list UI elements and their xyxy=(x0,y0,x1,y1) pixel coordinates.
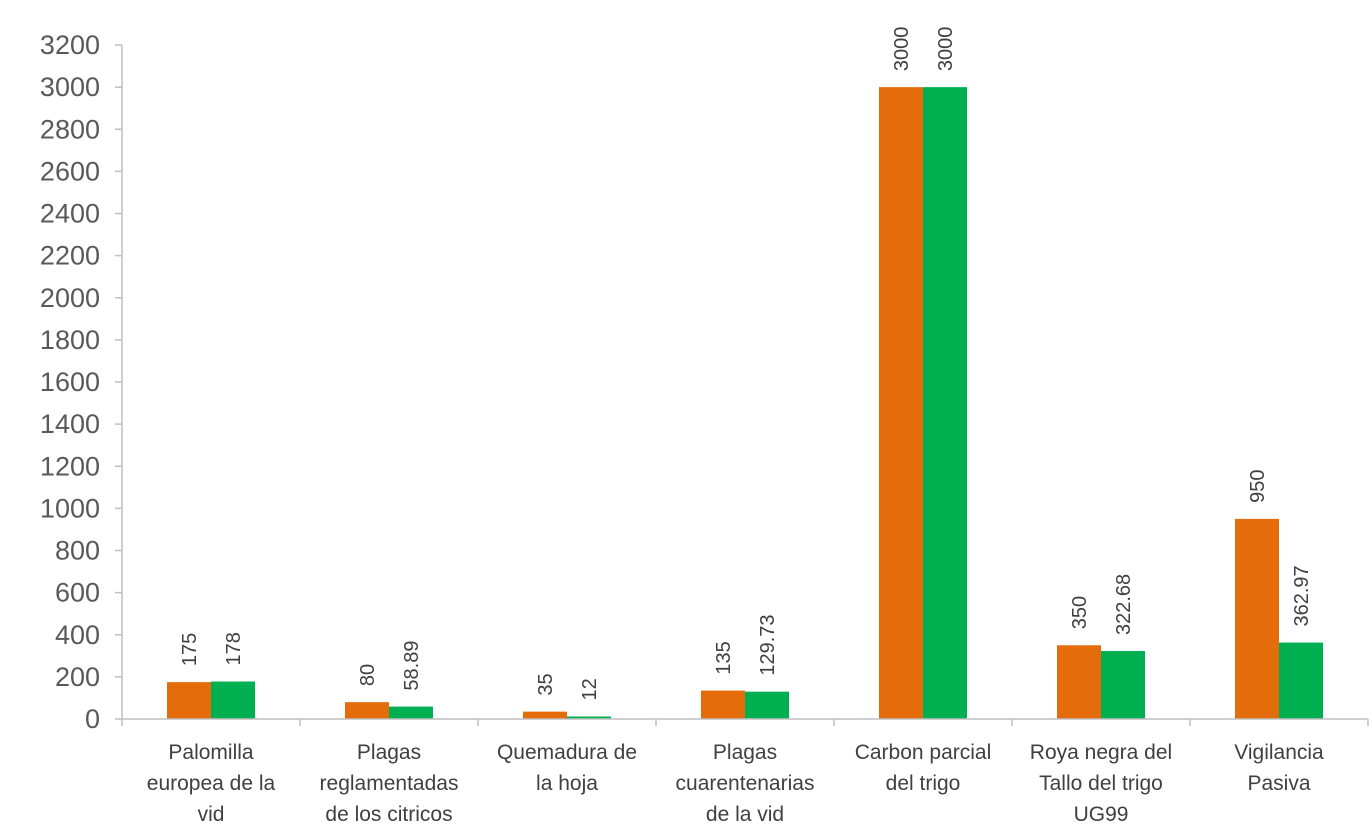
bar-series-1 xyxy=(1057,645,1101,719)
x-axis: Palomilla europea de la vid Plagas reglament… xyxy=(121,718,1369,826)
y-tick-label: 800 xyxy=(55,536,100,566)
x-category-label: Carbon parcial del trigo xyxy=(855,741,992,795)
data-label: 135 xyxy=(713,641,735,674)
y-tick-label: 400 xyxy=(55,620,100,650)
bar-series-2 xyxy=(1101,651,1145,719)
bar-series-2 xyxy=(923,87,967,719)
y-tick-label: 1800 xyxy=(40,325,100,355)
data-label: 178 xyxy=(223,632,245,665)
x-category-label: Palomilla europea de la vid xyxy=(147,741,276,826)
y-tick-label: 1600 xyxy=(40,367,100,397)
bar-series-2 xyxy=(1279,642,1323,719)
y-tick-label: 1200 xyxy=(40,451,100,481)
data-label: 35 xyxy=(535,673,557,695)
bar-series-2 xyxy=(745,691,789,719)
y-tick-label: 600 xyxy=(55,578,100,608)
data-label: 3000 xyxy=(891,27,913,72)
data-label: 58.89 xyxy=(401,641,423,691)
data-label: 80 xyxy=(357,664,379,686)
data-labels: 175 80 35 135 3000 350 950 178 58.89 12 129.73 3000… xyxy=(179,27,1313,701)
bar-series-1 xyxy=(523,711,567,719)
y-tick-label: 1000 xyxy=(40,493,100,523)
data-label: 950 xyxy=(1247,470,1269,503)
y-tick-label: 200 xyxy=(55,662,100,692)
y-tick-label: 2000 xyxy=(40,283,100,313)
bar-series-1 xyxy=(345,702,389,719)
y-tick-label: 0 xyxy=(85,704,100,734)
y-tick-label: 3200 xyxy=(40,30,100,60)
x-category-label: Vigilancia Pasiva xyxy=(1234,741,1324,795)
bar-series-1 xyxy=(879,87,923,719)
data-label: 129.73 xyxy=(757,615,779,676)
y-tick-label: 3000 xyxy=(40,72,100,102)
x-category-label: Plagas reglamentadas de los citricos xyxy=(320,741,459,826)
y-tick-label: 1400 xyxy=(40,409,100,439)
bar-series-1 xyxy=(167,682,211,719)
y-tick-label: 2800 xyxy=(40,114,100,144)
x-category-label: Plagas cuarentenarias de la vid xyxy=(676,741,815,826)
y-axis: 0 200 400 600 800 1000 1200 1400 1600 1800 2000 220… xyxy=(40,30,123,734)
x-category-label: Roya negra del Tallo del trigo UG99 xyxy=(1030,741,1172,826)
data-label: 12 xyxy=(579,678,601,700)
data-label: 3000 xyxy=(935,27,957,72)
y-tick-label: 2200 xyxy=(40,241,100,271)
bar-series-2 xyxy=(567,716,611,719)
bars xyxy=(167,87,1323,719)
bar-series-2 xyxy=(389,706,433,719)
bar-series-1 xyxy=(701,690,745,719)
data-label: 322.68 xyxy=(1113,574,1135,635)
data-label: 175 xyxy=(179,633,201,666)
x-category-label: Quemadura de la hoja xyxy=(497,741,637,795)
data-label: 350 xyxy=(1069,596,1091,629)
data-label: 362.97 xyxy=(1291,565,1313,626)
y-tick-label: 2600 xyxy=(40,156,100,186)
y-tick-label: 2400 xyxy=(40,199,100,229)
bar-series-2 xyxy=(211,681,255,719)
bar-series-1 xyxy=(1235,518,1279,719)
